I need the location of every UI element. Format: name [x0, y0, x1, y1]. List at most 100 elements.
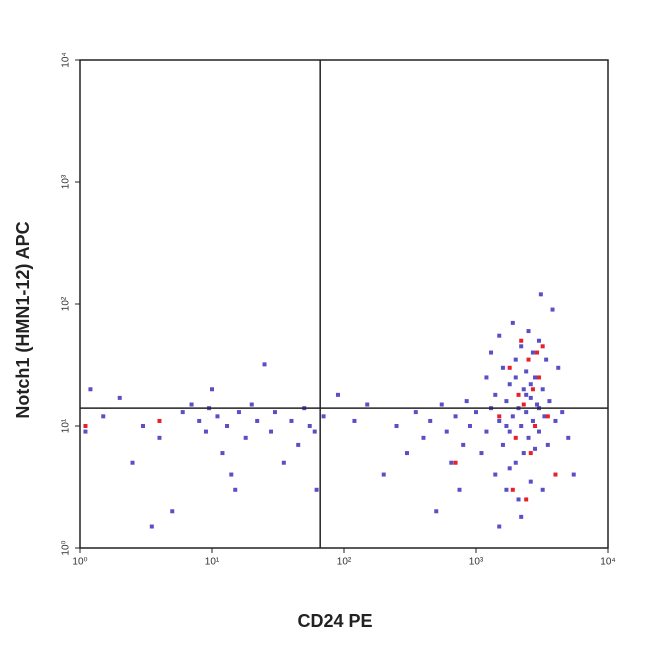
data-point [157, 435, 162, 440]
data-point [474, 410, 478, 415]
data-point [321, 414, 326, 419]
data-point [314, 487, 319, 492]
data-point [521, 451, 526, 456]
data-point [530, 387, 535, 392]
data-point [524, 410, 529, 415]
data-point [516, 392, 521, 397]
data-point [528, 479, 533, 484]
data-point [500, 442, 505, 447]
data-point [516, 497, 521, 502]
data-point [255, 418, 260, 423]
data-point [262, 362, 267, 367]
data-point [507, 365, 512, 370]
data-point [513, 435, 518, 440]
data-point [540, 487, 545, 492]
data-point [524, 369, 529, 374]
data-point [335, 392, 340, 397]
data-point [553, 472, 558, 477]
data-point [507, 429, 512, 434]
data-point [130, 460, 135, 465]
data-point [352, 418, 357, 423]
data-point [269, 429, 274, 434]
data-point [479, 451, 484, 456]
data-point [453, 460, 458, 465]
data-point [497, 418, 502, 423]
data-point [170, 509, 175, 514]
data-point [521, 402, 526, 407]
data-point [519, 344, 524, 349]
x-axis-label: CD24 PE [297, 611, 372, 631]
data-point [504, 487, 509, 492]
data-point [381, 472, 386, 477]
data-point [83, 429, 88, 434]
data-point [444, 429, 449, 434]
y-tick-label: 10⁰ [61, 540, 72, 555]
data-point [535, 350, 540, 355]
data-point [497, 524, 502, 529]
data-point [312, 429, 317, 434]
data-point [519, 424, 524, 428]
data-point [524, 392, 529, 397]
data-point [530, 350, 535, 355]
data-point [571, 472, 576, 477]
data-point [513, 375, 518, 380]
data-point [117, 395, 122, 400]
data-point [528, 382, 533, 387]
data-point [484, 375, 489, 380]
data-point [521, 387, 526, 392]
data-point [540, 387, 545, 392]
data-point [394, 424, 399, 428]
data-point [504, 399, 509, 404]
y-tick-label: 10⁴ [61, 52, 72, 67]
x-tick-label: 10² [337, 557, 352, 568]
data-point [439, 402, 444, 407]
data-point [243, 435, 248, 440]
data-point [189, 402, 194, 407]
data-point [513, 460, 518, 465]
data-point [289, 418, 294, 423]
data-point [538, 292, 543, 297]
data-point [533, 424, 538, 428]
data-point [493, 392, 498, 397]
data-point [545, 414, 550, 419]
y-tick-label: 10¹ [61, 418, 72, 433]
data-point [533, 446, 538, 451]
data-point [83, 424, 88, 428]
data-point [489, 350, 494, 355]
data-point [550, 307, 555, 312]
data-point [526, 357, 531, 362]
data-point [210, 387, 214, 392]
data-point [556, 365, 561, 370]
data-point [542, 414, 547, 419]
data-point [493, 472, 498, 477]
data-point [453, 414, 458, 419]
data-point [536, 338, 541, 343]
data-point [272, 410, 277, 415]
data-point [404, 451, 409, 456]
data-point [225, 424, 230, 428]
y-tick-label: 10² [61, 296, 72, 311]
data-point [540, 344, 545, 349]
data-point [533, 375, 538, 380]
data-point [449, 460, 454, 465]
data-point [519, 338, 524, 343]
data-point [519, 514, 524, 519]
data-point [504, 424, 509, 428]
data-point [513, 357, 518, 362]
data-point [510, 487, 515, 492]
data-point [484, 429, 489, 434]
data-point [233, 487, 238, 492]
data-point [149, 524, 154, 529]
data-point [413, 410, 418, 415]
data-point [140, 424, 145, 428]
data-point [229, 472, 234, 477]
data-point [157, 418, 162, 423]
data-point [526, 435, 531, 440]
data-point [215, 414, 220, 419]
data-point [220, 451, 225, 456]
data-point [524, 497, 529, 502]
data-point [434, 509, 439, 514]
data-point [530, 418, 535, 423]
data-point [497, 333, 502, 338]
